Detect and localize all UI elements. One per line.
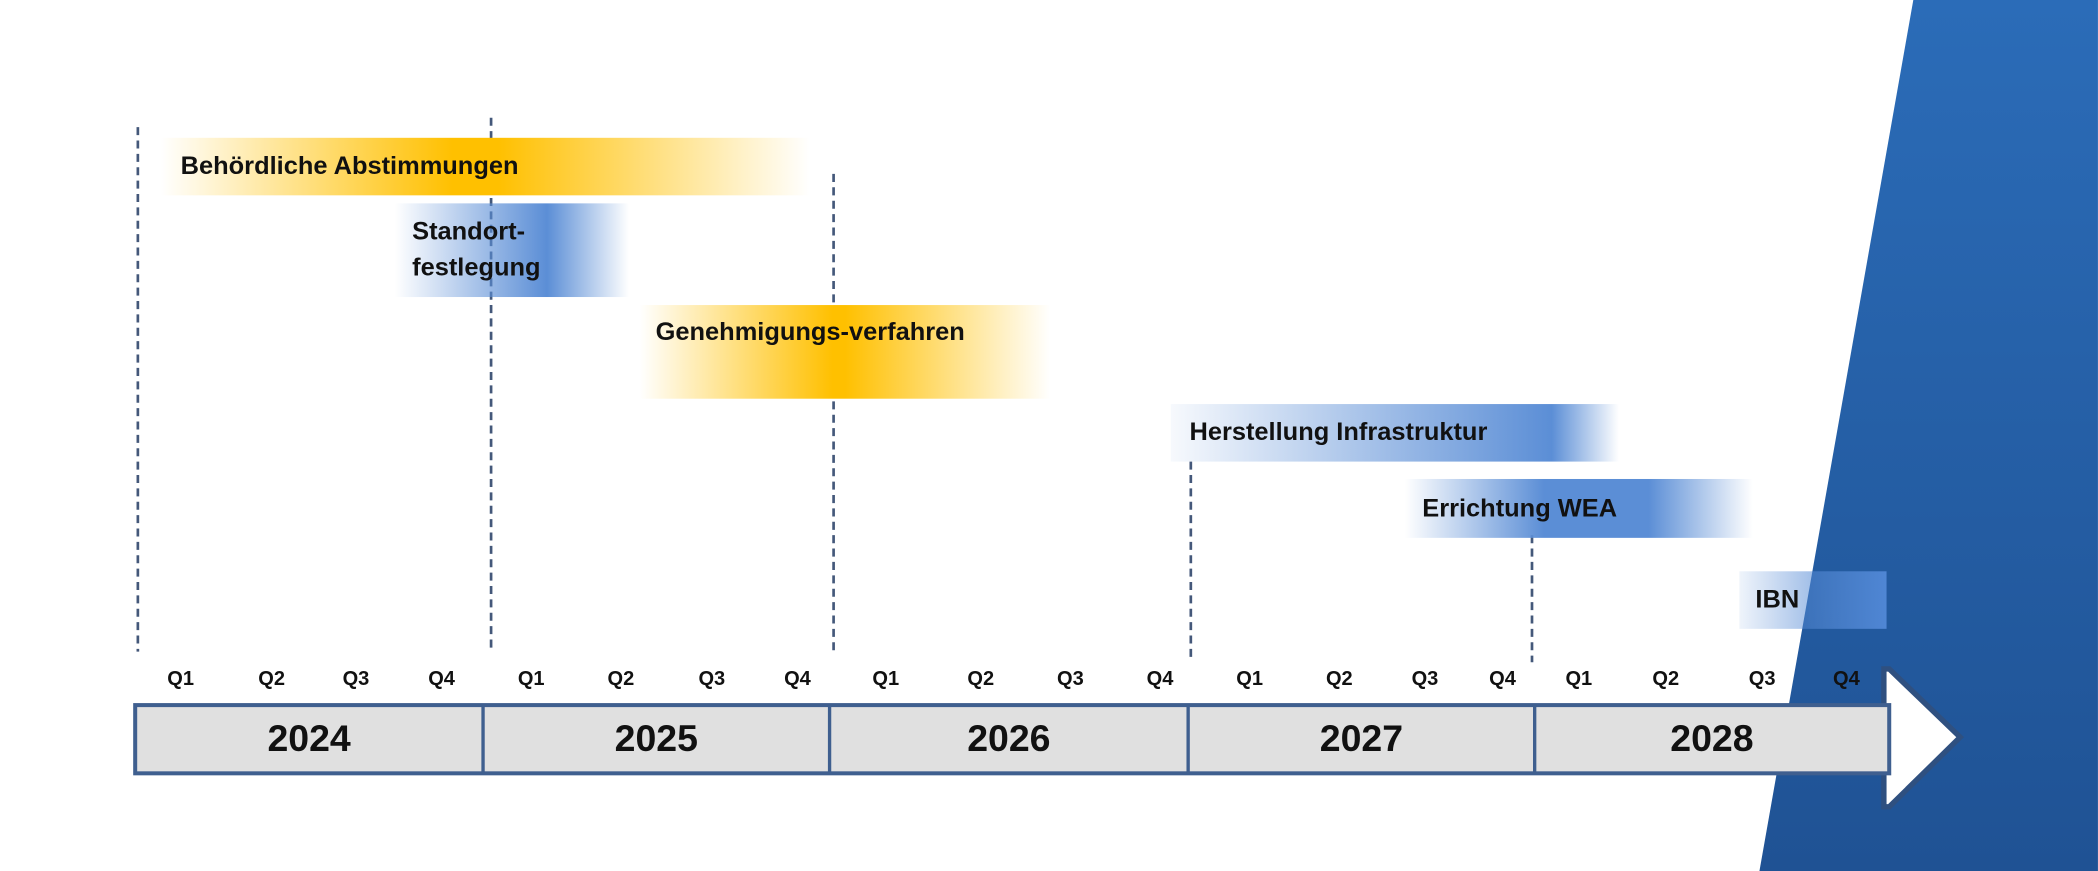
task-label: Genehmigungs-verfahren xyxy=(656,318,965,346)
quarter-label: Q2 xyxy=(1652,668,1679,690)
timeline-bar xyxy=(133,703,1892,776)
quarter-label: Q2 xyxy=(607,668,634,690)
task-label: Behördliche Abstimmungen xyxy=(181,152,519,180)
task-label: IBN xyxy=(1755,585,1799,613)
task-bar xyxy=(394,203,629,298)
quarter-label: Q1 xyxy=(1565,668,1592,690)
quarter-label: Q4 xyxy=(1833,668,1861,690)
quarter-label: Q1 xyxy=(167,668,194,690)
quarter-label: Q3 xyxy=(698,668,725,690)
quarter-label: Q1 xyxy=(1236,668,1263,690)
quarter-label: Q3 xyxy=(1749,668,1776,690)
quarter-label: Q1 xyxy=(872,668,899,690)
task-label: Errichtung WEA xyxy=(1422,494,1617,522)
quarter-label: Q4 xyxy=(428,668,456,690)
year-label: 2028 xyxy=(1670,717,1753,759)
year-label: 2026 xyxy=(967,717,1050,759)
quarter-label: Q3 xyxy=(1057,668,1084,690)
year-label: 2025 xyxy=(615,717,698,759)
task-label: Herstellung Infrastruktur xyxy=(1189,418,1487,446)
task-bar xyxy=(1739,571,1887,629)
year-label: 2024 xyxy=(267,717,350,759)
quarter-label: Q4 xyxy=(1147,668,1175,690)
quarter-label: Q2 xyxy=(967,668,994,690)
quarter-label: Q4 xyxy=(1489,668,1517,690)
task-label: festlegung xyxy=(412,254,540,282)
task-bar xyxy=(160,137,810,196)
content: Behördliche Abstimmungen Standort-festleg… xyxy=(160,137,1887,774)
task-bar xyxy=(1170,404,1619,462)
quarter-label: Q3 xyxy=(343,668,370,690)
task-label: Standort- xyxy=(412,218,525,246)
quarter-label: Q4 xyxy=(784,668,812,690)
task-bar xyxy=(639,305,1051,399)
year-label: 2027 xyxy=(1320,717,1403,759)
task-bar xyxy=(1404,478,1753,538)
quarter-label: Q2 xyxy=(1326,668,1353,690)
quarter-label: Q2 xyxy=(258,668,285,690)
quarter-label: Q1 xyxy=(518,668,545,690)
background-shape xyxy=(1759,0,2098,871)
arrow-head xyxy=(1881,666,1964,810)
quarter-label: Q3 xyxy=(1412,668,1439,690)
